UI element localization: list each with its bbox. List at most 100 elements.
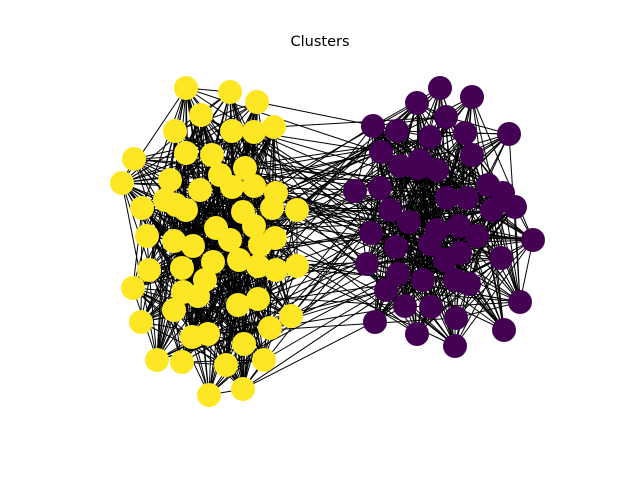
graph-node-cluster-1 [242,120,266,144]
graph-node-cluster-1 [279,304,303,328]
graph-node-cluster-1 [174,141,198,165]
graph-node-cluster-0 [374,278,398,302]
graph-node-cluster-1 [232,332,256,356]
edge [185,87,246,169]
graph-node-cluster-1 [231,377,255,401]
graph-node-cluster-1 [121,276,145,300]
graph-node-cluster-1 [174,198,198,222]
edge [370,232,534,241]
graph-node-cluster-0 [369,140,393,164]
graph-node-cluster-1 [260,196,284,220]
edge [219,174,418,335]
edge [133,154,213,160]
edge [121,114,202,184]
edge [132,207,143,289]
edge [416,257,502,335]
graph-node-cluster-0 [368,176,392,200]
edge [514,206,521,303]
graph-node-cluster-0 [363,310,387,334]
graph-node-cluster-1 [122,147,146,171]
graph-node-cluster-0 [385,119,409,143]
graph-node-cluster-1 [174,76,198,100]
edge [372,116,447,127]
graph-node-cluster-0 [355,252,379,276]
edge [408,209,493,223]
graph-node-cluster-0 [434,105,458,129]
graph-node-cluster-0 [447,214,471,238]
graph-node-cluster-1 [163,119,187,143]
graph-node-cluster-0 [428,76,452,100]
edge [156,199,166,361]
graph-node-cluster-0 [408,148,432,172]
graph-node-cluster-1 [137,258,161,282]
graph-node-cluster-1 [226,293,250,317]
graph-node-cluster-0 [457,272,481,296]
edge [416,283,470,335]
graph-node-cluster-0 [480,198,504,222]
graph-node-cluster-1 [246,287,270,311]
edge [471,96,534,241]
edge [192,174,221,247]
graph-node-cluster-0 [405,91,429,115]
graph-node-cluster-1 [129,310,153,334]
nodes [110,76,545,407]
graph-node-cluster-0 [492,318,516,342]
edge [419,159,424,281]
graph-node-cluster-0 [378,198,402,222]
graph-node-cluster-1 [189,103,213,127]
graph-node-cluster-1 [158,168,182,192]
graph-node-cluster-1 [201,250,225,274]
edge [242,211,265,361]
graph-node-cluster-0 [453,121,477,145]
graph-node-cluster-0 [361,114,385,138]
graph-node-cluster-1 [264,258,288,282]
graph-node-cluster-0 [508,290,532,314]
graph-node-cluster-1 [248,233,272,257]
edge [385,289,521,303]
graph-node-cluster-1 [135,224,159,248]
graph-node-cluster-1 [208,163,232,187]
graph-node-cluster-0 [384,235,408,259]
edge [238,259,244,390]
graph-node-cluster-0 [418,232,442,256]
graph-node-cluster-1 [245,90,269,114]
graph-node-cluster-0 [435,186,459,210]
graph-node-cluster-1 [214,353,238,377]
edge [225,273,399,366]
graph-node-cluster-1 [285,198,309,222]
graph-node-cluster-1 [252,348,276,372]
graph-node-cluster-0 [343,179,367,203]
edge [430,301,521,308]
edge [454,257,502,347]
graph-node-cluster-1 [262,115,286,139]
edge [454,239,534,347]
graph-node-cluster-1 [170,350,194,374]
graph-node-cluster-0 [497,122,521,146]
graph-node-cluster-1 [170,256,194,280]
graph-node-cluster-1 [233,156,257,180]
graph-node-cluster-0 [444,306,468,330]
graph-node-cluster-1 [162,298,186,322]
graph-node-cluster-0 [460,143,484,167]
edge [148,269,210,396]
edge [141,87,187,209]
graph-node-cluster-0 [411,268,435,292]
graph-node-cluster-0 [460,85,484,109]
graph-node-cluster-1 [193,268,217,292]
graph-node-cluster-0 [405,322,429,346]
graph-node-cluster-1 [110,171,134,195]
edge [185,192,277,211]
graph-node-cluster-1 [200,143,224,167]
edge [133,158,381,189]
graph-node-cluster-1 [242,174,266,198]
graph-node-cluster-1 [196,322,220,346]
graph-node-cluster-1 [246,254,270,278]
graph-node-cluster-0 [465,224,489,248]
graph-node-cluster-1 [188,178,212,202]
graph-node-cluster-1 [145,348,169,372]
graph-node-cluster-1 [181,234,205,258]
graph-node-cluster-0 [455,186,479,210]
edge [408,221,502,259]
edge [204,279,244,390]
